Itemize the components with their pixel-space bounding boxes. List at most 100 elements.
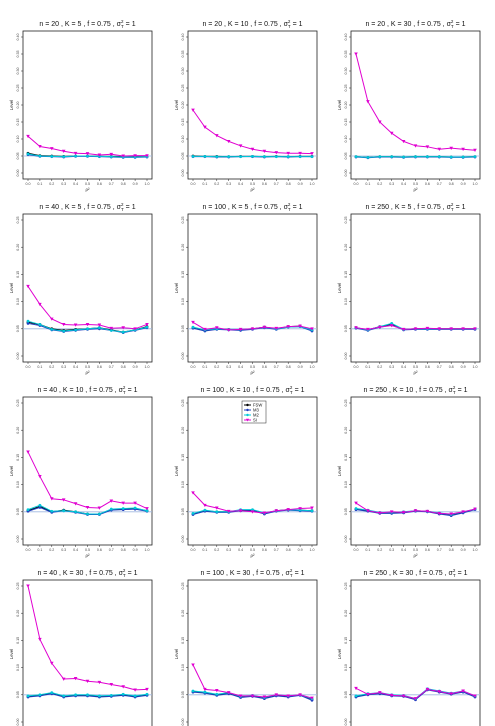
title-suffix: = 1 xyxy=(291,21,303,28)
data-point-si xyxy=(215,134,219,138)
title-superscript: 2 xyxy=(123,385,126,390)
data-point-si xyxy=(250,510,255,514)
data-point-si xyxy=(85,323,90,327)
panel-title: n = 20 , K = 30 , f = 0.75 , σ2 T = 1 xyxy=(365,19,465,29)
title-suffix: = 1 xyxy=(454,21,466,28)
x-tick-label: 0.6 xyxy=(262,548,267,552)
y-tick-label: 0.20 xyxy=(181,610,185,617)
x-tick-label: 0.1 xyxy=(202,365,207,369)
title-subscript: T xyxy=(290,390,293,395)
data-point-si xyxy=(310,152,314,156)
y-tick-label: 0.25 xyxy=(344,583,348,590)
x-tick-label: 0.1 xyxy=(365,365,370,369)
title-subscript: T xyxy=(121,207,124,212)
title-subscript: T xyxy=(290,573,293,578)
data-point-si xyxy=(203,687,207,692)
data-point-si xyxy=(449,692,453,696)
data-point-m2 xyxy=(121,692,125,696)
data-point-m2 xyxy=(251,508,254,512)
x-tick-label: 0.0 xyxy=(354,182,359,186)
data-point-si xyxy=(26,284,30,289)
y-tick-label: 0.35 xyxy=(16,51,20,58)
panel-title: n = 100 , K = 5 , f = 0.75 , σ2 T = 1 xyxy=(202,202,302,212)
y-tick-label: 0.10 xyxy=(181,664,185,671)
data-point-si xyxy=(354,501,358,505)
title-superscript: 2 xyxy=(451,202,454,207)
x-tick-label: 0.5 xyxy=(250,365,255,369)
data-point-m2 xyxy=(354,155,358,159)
x-tick-label: 0.7 xyxy=(109,548,114,552)
x-tick-label: 0.4 xyxy=(73,365,78,369)
data-point-si xyxy=(38,637,42,642)
data-point-m2 xyxy=(86,154,89,158)
data-point-m2 xyxy=(414,155,417,159)
panel-2: n = 20 , K = 10 , f = 0.75 , σ2 T = 10.00… xyxy=(174,19,318,192)
x-tick-label: 0.4 xyxy=(401,548,406,552)
x-axis-label: ρ² xyxy=(86,370,90,375)
data-point-si xyxy=(133,688,137,692)
data-point-si xyxy=(413,697,418,701)
y-tick-label: 0.30 xyxy=(16,68,20,75)
data-point-m2 xyxy=(74,328,77,332)
y-tick-label: 0.10 xyxy=(344,136,348,143)
panel-title: n = 40 , K = 10 , f = 0.75 , σ2 T = 1 xyxy=(37,385,137,395)
data-point-si xyxy=(97,153,102,157)
data-point-si xyxy=(109,326,114,331)
data-point-si xyxy=(226,691,231,695)
title-suffix: = 1 xyxy=(291,204,303,211)
data-point-m2 xyxy=(50,154,54,158)
y-axis-label: Level xyxy=(174,100,179,111)
panel-title: n = 100 , K = 10 , f = 0.75 , σ2 T = 1 xyxy=(201,385,305,395)
data-point-si xyxy=(38,145,42,149)
x-tick-label: 0.2 xyxy=(377,182,382,186)
y-axis-label: Level xyxy=(337,649,342,660)
y-tick-label: 0.15 xyxy=(344,637,348,644)
title-suffix: = 1 xyxy=(456,387,468,394)
data-point-m2 xyxy=(145,509,149,513)
data-point-si xyxy=(85,679,90,683)
data-point-m2 xyxy=(133,694,137,698)
x-tick-label: 0.7 xyxy=(437,548,442,552)
title-superscript: 2 xyxy=(290,568,293,573)
data-point-m2 xyxy=(74,693,77,697)
data-point-m2 xyxy=(38,323,42,326)
y-tick-label: 0.25 xyxy=(16,583,20,590)
data-point-si xyxy=(250,694,255,698)
data-point-si xyxy=(85,152,90,156)
data-point-m2 xyxy=(426,155,429,159)
plot-frame xyxy=(350,579,481,726)
y-tick-label: 0.05 xyxy=(344,508,348,515)
x-tick-label: 0.6 xyxy=(425,365,430,369)
y-tick-label: 0.00 xyxy=(344,536,348,543)
x-tick-label: 0.2 xyxy=(49,548,54,552)
panel-title-text: n = 40 , K = 30 , f = 0.75 , σ xyxy=(37,570,123,577)
data-point-m2 xyxy=(62,694,66,698)
x-tick-label: 0.7 xyxy=(274,365,279,369)
panel-title-text: n = 100 , K = 5 , f = 0.75 , σ xyxy=(202,204,288,211)
x-tick-label: 0.6 xyxy=(262,365,267,369)
title-suffix: = 1 xyxy=(293,570,305,577)
data-point-si xyxy=(121,326,125,330)
data-point-si xyxy=(449,327,453,331)
data-point-si xyxy=(133,501,137,505)
x-tick-label: 0.2 xyxy=(49,182,54,186)
data-point-m2 xyxy=(109,507,113,511)
x-tick-label: 0.3 xyxy=(389,365,394,369)
y-axis-label: Level xyxy=(9,649,14,660)
y-axis-label: Level xyxy=(337,100,342,111)
y-tick-label: 0.00 xyxy=(16,719,20,726)
data-point-m2 xyxy=(62,155,66,159)
x-tick-label: 0.2 xyxy=(214,182,219,186)
title-superscript: 2 xyxy=(121,202,124,207)
data-point-si xyxy=(378,691,382,695)
panel-title: n = 250 , K = 5 , f = 0.75 , σ2 T = 1 xyxy=(365,202,465,212)
data-point-m2 xyxy=(26,694,30,698)
panel-5: n = 100 , K = 5 , f = 0.75 , σ2 T = 10.00… xyxy=(174,202,318,375)
legend-marker xyxy=(246,413,249,417)
data-point-si xyxy=(38,302,42,307)
panel-12: n = 250 , K = 30 , f = 0.75 , σ2 T = 1 0.0… xyxy=(337,568,481,726)
data-point-m3 xyxy=(38,506,42,509)
y-tick-label: 0.05 xyxy=(181,691,185,698)
y-tick-label: 0.00 xyxy=(16,170,20,177)
